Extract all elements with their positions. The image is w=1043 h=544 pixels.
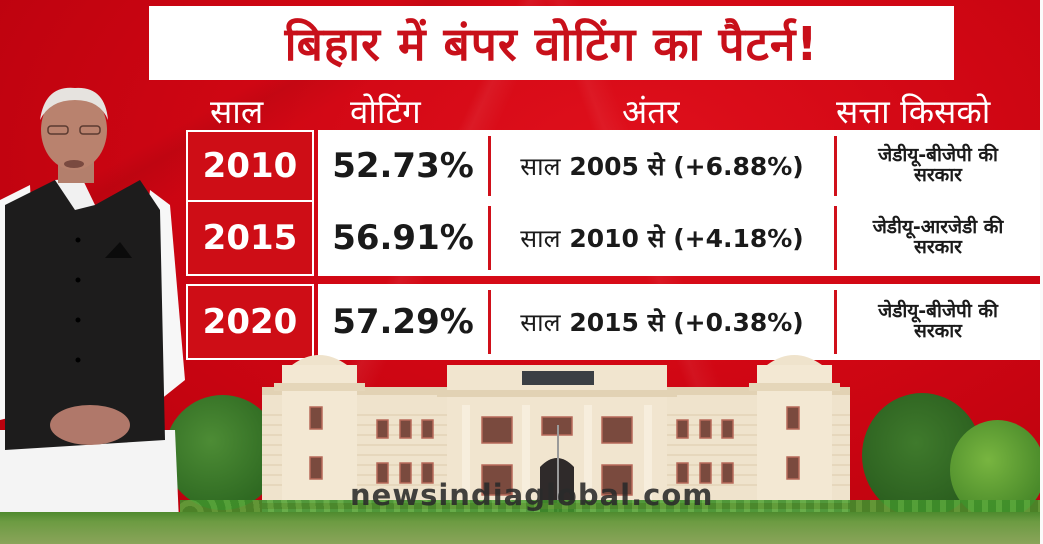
assembly-building-image [262,355,850,515]
header-voting: वोटिंग [350,92,421,131]
year-value: 2015 [202,218,298,258]
voting-value: 56.91% [332,218,474,258]
tree-left [165,395,280,510]
party-name: जेडीयू-बीजेपी की [878,300,998,323]
politician-photo [0,87,185,544]
party-government: सरकार [914,164,962,186]
difference-prefix: साल [520,152,561,181]
year-value: 2010 [202,146,298,186]
column-divider [488,290,491,354]
row-data-area: 52.73% साल 2005 से (+6.88%) जेडीयू-बीजेप… [318,130,1040,202]
watermark-text: newsindiaglobal.com [350,478,714,512]
difference-value: 2005 से (+6.88%) [569,152,804,181]
difference-prefix: साल [520,308,561,337]
table-row: 2020 57.29% साल 2015 से (+0.38%) जेडीयू-… [186,284,1040,360]
table-row: 2015 56.91% साल 2010 से (+4.18%) जेडीयू-… [186,200,1040,276]
column-divider [834,136,837,196]
year-value: 2020 [202,302,298,342]
row-data-area: 56.91% साल 2010 से (+4.18%) जेडीयू-आरजेड… [318,200,1040,276]
page-title: बिहार में बंपर वोटिंग का पैटर्न! [284,17,819,71]
header-year: साल [210,92,264,131]
voting-value: 52.73% [332,146,474,186]
year-cell: 2020 [186,284,314,360]
voting-cell: 56.91% [318,200,488,276]
party-name: जेडीयू-आरजेडी की [872,216,1004,239]
voting-cell: 52.73% [318,130,488,202]
difference-value: 2015 से (+0.38%) [569,308,804,337]
difference-cell: साल 2010 से (+4.18%) [490,200,834,276]
difference-prefix: साल [520,224,561,253]
difference-value: 2010 से (+4.18%) [569,224,804,253]
column-divider [834,290,837,354]
party-government: सरकार [914,320,962,342]
table-row: 2010 52.73% साल 2005 से (+6.88%) जेडीयू-… [186,130,1040,202]
voting-value: 57.29% [332,302,474,342]
column-divider [834,206,837,270]
difference-cell: साल 2015 से (+0.38%) [490,284,834,360]
row-data-area: 57.29% साल 2015 से (+0.38%) जेडीयू-बीजेप… [318,284,1040,360]
lawn [0,512,1040,544]
column-divider [488,206,491,270]
party-government: सरकार [914,236,962,258]
party-cell: जेडीयू-आरजेडी की सरकार [836,200,1040,276]
voting-cell: 57.29% [318,284,488,360]
difference-cell: साल 2005 से (+6.88%) [490,130,834,202]
header-power: सत्ता किसको [836,92,991,131]
right-edge-border [1040,0,1043,544]
year-cell: 2015 [186,200,314,276]
party-cell: जेडीयू-बीजेपी की सरकार [836,130,1040,202]
party-cell: जेडीयू-बीजेपी की सरकार [836,284,1040,360]
party-name: जेडीयू-बीजेपी की [878,144,998,167]
header-difference: अंतर [622,92,680,131]
year-cell: 2010 [186,130,314,202]
column-divider [488,136,491,196]
title-banner: बिहार में बंपर वोटिंग का पैटर्न! [149,6,954,80]
